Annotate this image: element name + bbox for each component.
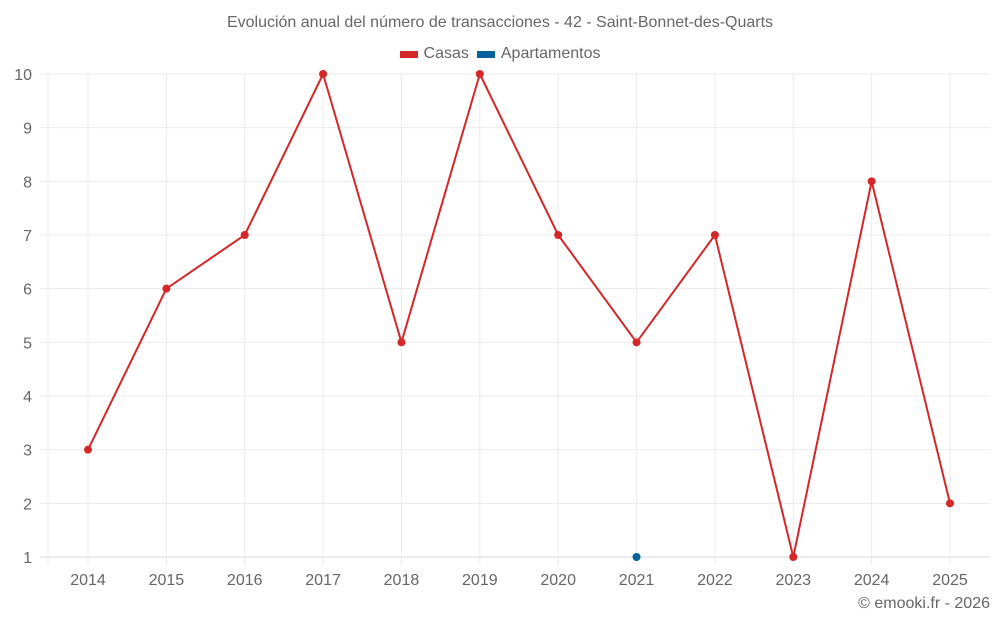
data-point-casas[interactable] bbox=[710, 231, 719, 239]
y-tick-label: 8 bbox=[23, 174, 32, 191]
y-tick-label: 10 bbox=[14, 67, 32, 84]
data-point-casas[interactable] bbox=[632, 338, 641, 347]
x-tick-label: 2017 bbox=[305, 572, 341, 589]
data-point-casas[interactable] bbox=[84, 445, 92, 454]
y-tick-label: 2 bbox=[23, 496, 32, 513]
grid-lines bbox=[40, 73, 990, 565]
data-point-casas[interactable] bbox=[240, 231, 249, 239]
data-point-casas[interactable] bbox=[946, 499, 954, 508]
data-point-casas[interactable] bbox=[397, 338, 406, 347]
chart-title: Evolución anual del número de transaccio… bbox=[226, 14, 774, 31]
data-point-casas[interactable] bbox=[475, 70, 484, 78]
legend-swatch-casas bbox=[399, 50, 418, 58]
y-tick-label: 5 bbox=[23, 335, 32, 352]
x-tick-label: 2018 bbox=[384, 572, 420, 589]
legend-label-apartamentos: Apartamentos bbox=[500, 45, 601, 62]
y-axis: 1 2 3 4 5 6 7 8 9 10 bbox=[14, 67, 32, 567]
x-tick-label: 2019 bbox=[462, 572, 498, 589]
legend: Casas Apartamentos bbox=[0, 45, 1000, 63]
data-point-apartamentos[interactable] bbox=[632, 553, 641, 561]
y-tick-label: 3 bbox=[23, 443, 32, 460]
y-tick-label: 7 bbox=[23, 228, 32, 245]
x-axis: 2014 2015 2016 2017 2018 2019 2020 2021 2022 2023… bbox=[70, 572, 968, 589]
x-tick-label: 2014 bbox=[70, 572, 106, 589]
copyright-credit: © emooki.fr - 2026 bbox=[858, 595, 990, 612]
data-point-casas[interactable] bbox=[554, 231, 563, 239]
data-point-casas[interactable] bbox=[789, 553, 798, 561]
x-tick-label: 2025 bbox=[932, 572, 968, 589]
x-tick-label: 2023 bbox=[775, 572, 811, 589]
y-tick-label: 1 bbox=[23, 550, 32, 567]
data-point-casas[interactable] bbox=[162, 284, 171, 293]
series-line-casas bbox=[87, 73, 951, 558]
x-tick-label: 2020 bbox=[540, 572, 576, 589]
y-tick-label: 4 bbox=[23, 389, 32, 406]
y-tick-label: 9 bbox=[23, 121, 32, 138]
data-point-casas[interactable] bbox=[867, 177, 876, 186]
legend-swatch-apartamentos bbox=[476, 50, 495, 58]
x-tick-label: 2024 bbox=[854, 572, 890, 589]
x-tick-label: 2016 bbox=[227, 572, 263, 589]
x-tick-label: 2022 bbox=[697, 572, 733, 589]
x-tick-label: 2015 bbox=[149, 572, 185, 589]
legend-item-apartamentos[interactable]: Apartamentos bbox=[476, 45, 601, 63]
x-tick-label: 2021 bbox=[619, 572, 655, 589]
data-point-casas[interactable] bbox=[319, 70, 328, 78]
legend-label-casas: Casas bbox=[423, 45, 469, 62]
data-series bbox=[84, 70, 954, 561]
y-tick-label: 6 bbox=[23, 282, 32, 299]
legend-item-casas[interactable]: Casas bbox=[399, 45, 469, 63]
